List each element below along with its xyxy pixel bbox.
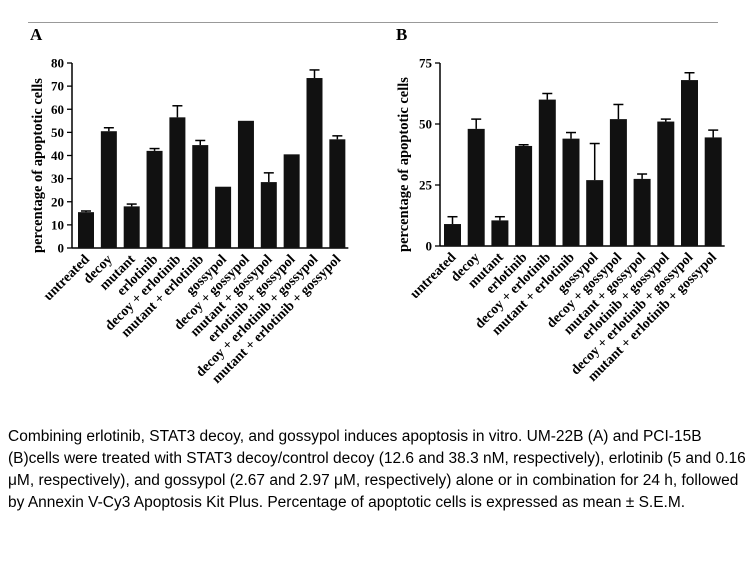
- bar: [329, 139, 346, 248]
- bar: [123, 206, 140, 248]
- bar: [633, 178, 651, 246]
- y-tick-label: 25: [419, 178, 433, 193]
- bar: [169, 117, 186, 248]
- bar: [237, 120, 254, 248]
- y-axis-label: percentage of apoptotic cells: [396, 77, 412, 252]
- y-tick-label: 50: [419, 117, 432, 132]
- top-rule: [28, 22, 718, 23]
- bar: [100, 131, 117, 248]
- bar: [586, 180, 604, 246]
- y-tick-label: 50: [51, 125, 64, 140]
- bar: [146, 150, 163, 248]
- bar: [609, 119, 627, 246]
- bar: [260, 182, 277, 248]
- y-tick-label: 60: [51, 102, 64, 117]
- y-tick-label: 75: [419, 56, 433, 71]
- bar: [491, 220, 509, 246]
- bar-charts: A 0 10 20 30 40 50 60 70 80 percentage of apoptoti…: [30, 25, 725, 387]
- y-tick-label: 70: [51, 79, 64, 94]
- y-tick-label: 10: [51, 217, 64, 232]
- y-tick-label: 20: [51, 194, 64, 209]
- panel-label: B: [396, 25, 407, 44]
- bar: [78, 212, 94, 248]
- bar: [538, 99, 556, 246]
- bar: [562, 138, 580, 246]
- bar: [704, 137, 722, 246]
- bar: [215, 186, 232, 248]
- bar: [681, 80, 698, 246]
- bar: [657, 121, 675, 246]
- panel-label: A: [30, 25, 43, 44]
- bar: [515, 145, 533, 246]
- y-tick-label: 0: [58, 241, 65, 256]
- bar: [283, 154, 300, 248]
- y-tick-label: 0: [426, 239, 433, 254]
- y-tick-label: 40: [51, 148, 64, 163]
- figure-caption: Combining erlotinib, STAT3 decoy, and go…: [8, 428, 746, 511]
- y-tick-label: 80: [51, 56, 64, 71]
- bar: [444, 224, 461, 246]
- y-axis-label: percentage of apoptotic cells: [30, 78, 46, 253]
- bar: [306, 78, 323, 248]
- bar: [192, 145, 209, 248]
- figure: A 0 10 20 30 40 50 60 70 80 percentage of apoptoti…: [28, 22, 725, 387]
- bar: [467, 128, 485, 246]
- y-tick-label: 30: [51, 171, 64, 186]
- chart-panel-a: A 0 10 20 30 40 50 60 70 80 percentage of apoptoti…: [30, 25, 349, 387]
